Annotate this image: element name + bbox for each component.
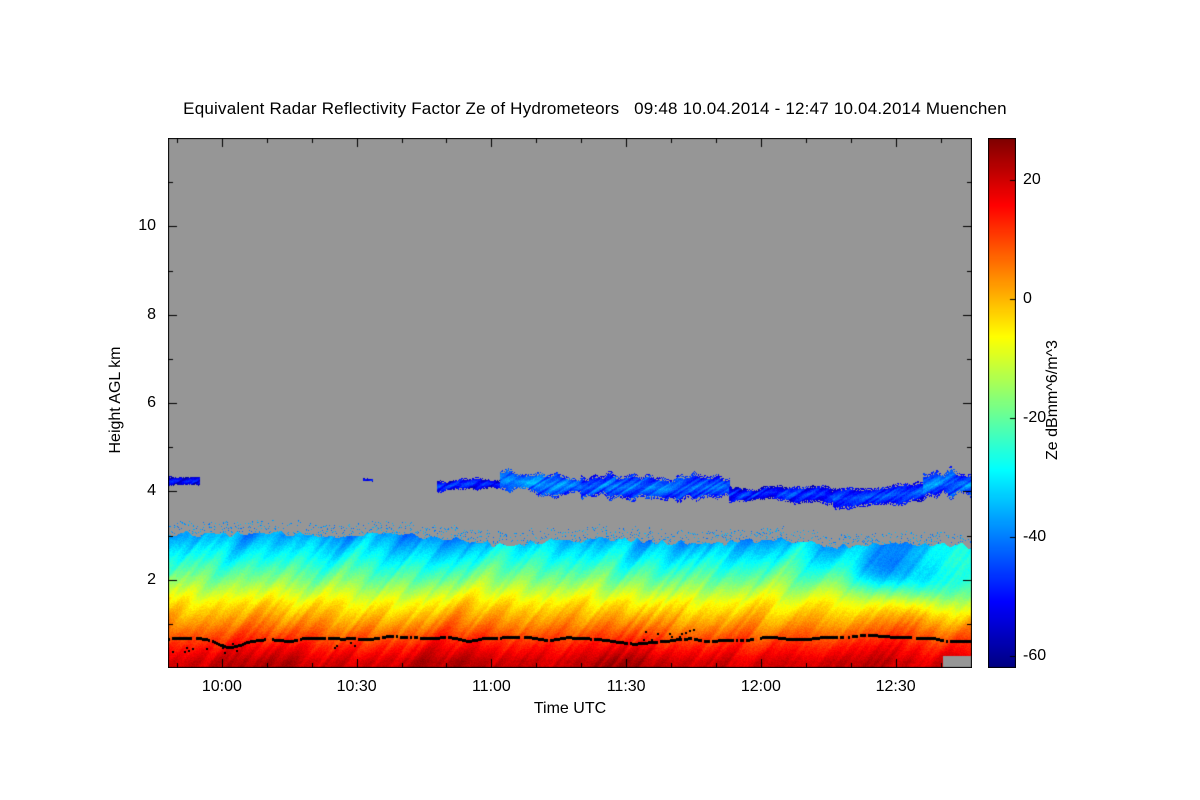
x-tick-label: 12:30 — [875, 678, 916, 695]
x-tick-label: 11:30 — [606, 678, 646, 695]
x-tick-label: 10:00 — [201, 678, 242, 695]
x-tick-label: 10:30 — [336, 678, 377, 695]
x-tick-label: 11:00 — [471, 678, 511, 695]
y-tick-label: 6 — [147, 394, 156, 411]
colorbar-tick-label: 0 — [1023, 289, 1032, 307]
colorbar — [988, 138, 1016, 668]
colorbar-tick-label: -60 — [1023, 647, 1047, 665]
y-tick-label: 2 — [147, 570, 156, 588]
chart-title: Equivalent Radar Reflectivity Factor Ze … — [183, 99, 1007, 118]
y-tick-label: 8 — [147, 305, 156, 323]
colorbar-label: Ze dBmm^6/m^3 — [1044, 340, 1061, 460]
colorbar-tick-label: -20 — [1023, 408, 1047, 426]
y-tick-label: 10 — [138, 217, 156, 235]
colorbar-tick-label: 20 — [1023, 170, 1041, 188]
heatmap-plot — [168, 138, 972, 668]
x-tick-label: 12:00 — [740, 678, 781, 695]
colorbar-tick-label: -40 — [1023, 527, 1047, 545]
x-axis-label: Time UTC — [533, 700, 607, 717]
y-tick-label: 4 — [147, 482, 156, 500]
